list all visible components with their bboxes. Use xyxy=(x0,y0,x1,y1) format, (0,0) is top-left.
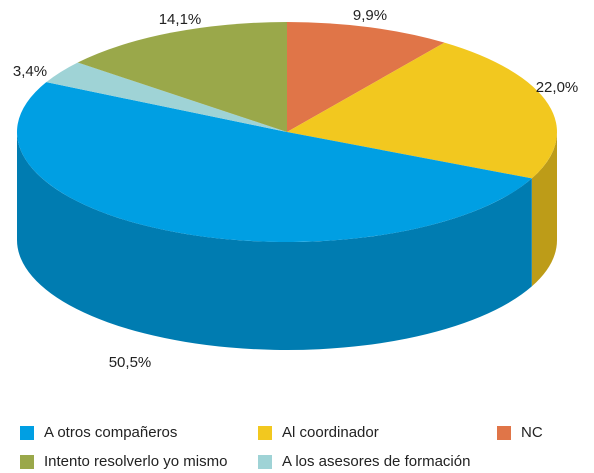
value-label: 3,4% xyxy=(13,63,47,80)
value-label: 14,1% xyxy=(159,11,202,28)
value-label: 50,5% xyxy=(109,354,152,371)
legend-swatch xyxy=(258,455,272,469)
legend-label: NC xyxy=(521,424,543,441)
legend-swatch xyxy=(20,455,34,469)
legend-swatch xyxy=(20,426,34,440)
value-label: 22,0% xyxy=(536,79,579,96)
slice xyxy=(77,21,288,132)
value-label: 9,9% xyxy=(353,7,387,24)
slice-side xyxy=(17,132,532,350)
legend-swatch xyxy=(497,426,511,440)
legend-label: Intento resolverlo yo mismo xyxy=(44,453,227,470)
slice xyxy=(287,42,557,179)
slice-side xyxy=(531,132,557,287)
legend-label: A otros compañeros xyxy=(44,424,177,441)
slice xyxy=(287,22,445,132)
legend-label: Al coordinador xyxy=(282,424,379,441)
slice xyxy=(16,82,532,243)
slice xyxy=(46,62,287,133)
legend-swatch xyxy=(258,426,272,440)
legend-label: A los asesores de formación xyxy=(282,453,470,470)
